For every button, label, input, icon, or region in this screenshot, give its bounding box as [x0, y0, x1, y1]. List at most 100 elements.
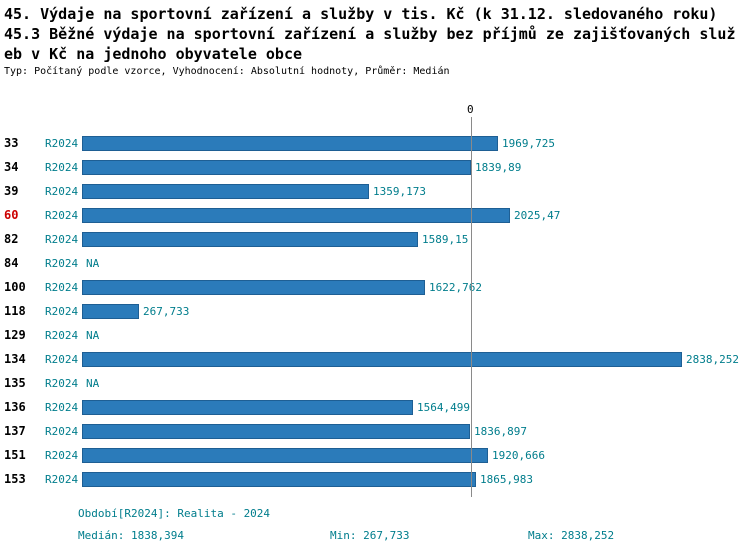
na-label: NA	[86, 256, 100, 270]
row-series-label: R2024	[45, 424, 79, 438]
row-series-label: R2024	[45, 160, 79, 174]
row-category-label: 153	[4, 472, 26, 486]
bar-area: 1969,725	[82, 131, 750, 155]
chart-row: 135 R2024 NA	[0, 371, 750, 395]
na-label: NA	[86, 376, 100, 390]
row-category-label: 135	[4, 376, 26, 390]
row-series-label: R2024	[45, 256, 79, 270]
bar-area: 267,733	[82, 299, 750, 323]
median-reference-line	[471, 117, 472, 497]
bar-area: 1920,666	[82, 443, 750, 467]
bar-area: 2025,47	[82, 203, 750, 227]
value-bar	[82, 183, 369, 199]
row-series-label: R2024	[45, 472, 79, 486]
reference-line-label: 0	[467, 103, 474, 116]
chart-row: 82 R2024 1589,15	[0, 227, 750, 251]
value-label: 1589,15	[422, 232, 469, 246]
na-label: NA	[86, 328, 100, 342]
chart-row: 60 R2024 2025,47	[0, 203, 750, 227]
value-label: 1359,173	[373, 184, 426, 198]
bar-area: 1589,15	[82, 227, 750, 251]
value-label: 1622,762	[429, 280, 482, 294]
row-category-label: 100	[4, 280, 26, 294]
bar-area: NA	[82, 251, 750, 275]
bar-area: 1622,762	[82, 275, 750, 299]
row-category-label: 33	[4, 136, 19, 150]
bar-area: NA	[82, 323, 750, 347]
value-bar	[82, 231, 418, 247]
chart-meta-line: Typ: Počítaný podle vzorce, Vyhodnocení:…	[4, 66, 450, 77]
value-bar	[82, 351, 682, 367]
row-series-label: R2024	[45, 328, 79, 342]
value-bar	[82, 135, 498, 151]
chart-row: 39 R2024 1359,173	[0, 179, 750, 203]
bar-area: NA	[82, 371, 750, 395]
row-category-label: 34	[4, 160, 19, 174]
chart-row: 137 R2024 1836,897	[0, 419, 750, 443]
value-label: 1564,499	[417, 400, 470, 414]
bar-area: 2838,252	[82, 347, 750, 371]
row-category-label: 137	[4, 424, 26, 438]
value-bar	[82, 447, 488, 463]
row-series-label: R2024	[45, 376, 79, 390]
chart-row: 34 R2024 1839,89	[0, 155, 750, 179]
row-series-label: R2024	[45, 184, 79, 198]
row-category-label: 151	[4, 448, 26, 462]
chart-subtitle: 45.3 Běžné výdaje na sportovní zařízení …	[4, 25, 736, 63]
chart-rows: 33 R2024 1969,725 34 R2024 1839,89 39 R2024 1359…	[0, 103, 750, 491]
row-category-label: 60	[4, 208, 19, 222]
value-bar	[82, 303, 139, 319]
chart-footer: Období[R2024]: Realita - 2024 Medián: 18…	[0, 507, 750, 542]
row-category-label: 134	[4, 352, 26, 366]
value-label: 1839,89	[475, 160, 522, 174]
value-bar	[82, 279, 425, 295]
summary-stats: Medián: 1838,394 Min: 267,733 Max: 2838,…	[78, 529, 750, 542]
bar-area: 1564,499	[82, 395, 750, 419]
row-category-label: 84	[4, 256, 19, 270]
bar-area: 1836,897	[82, 419, 750, 443]
median-stat: Medián: 1838,394	[78, 529, 184, 542]
chart-row: 84 R2024 NA	[0, 251, 750, 275]
row-category-label: 39	[4, 184, 19, 198]
bar-area: 1359,173	[82, 179, 750, 203]
row-category-label: 118	[4, 304, 26, 318]
value-bar	[82, 399, 413, 415]
row-series-label: R2024	[45, 448, 79, 462]
row-category-label: 136	[4, 400, 26, 414]
chart-row: 151 R2024 1920,666	[0, 443, 750, 467]
chart-row: 129 R2024 NA	[0, 323, 750, 347]
period-label: Období[R2024]: Realita - 2024	[78, 507, 271, 520]
row-series-label: R2024	[45, 400, 79, 414]
row-series-label: R2024	[45, 232, 79, 246]
value-label: 2025,47	[514, 208, 561, 222]
value-label: 1865,983	[480, 472, 533, 486]
bar-area: 1839,89	[82, 155, 750, 179]
value-label: 2838,252	[686, 352, 739, 366]
row-category-label: 82	[4, 232, 19, 246]
bar-chart: 0 33 R2024 1969,725 34 R2024 1839,89 39 R2024 13…	[0, 103, 750, 497]
value-label: 1920,666	[492, 448, 545, 462]
value-label: 267,733	[143, 304, 190, 318]
value-bar	[82, 471, 476, 487]
chart-row: 134 R2024 2838,252	[0, 347, 750, 371]
row-series-label: R2024	[45, 208, 79, 222]
row-series-label: R2024	[45, 304, 79, 318]
value-label: 1969,725	[502, 136, 555, 150]
value-bar	[82, 423, 470, 439]
row-series-label: R2024	[45, 136, 79, 150]
max-stat: Max: 2838,252	[528, 529, 615, 542]
value-bar	[82, 207, 510, 223]
chart-header: 45. Výdaje na sportovní zařízení a služb…	[0, 0, 750, 79]
bar-area: 1865,983	[82, 467, 750, 491]
row-category-label: 129	[4, 328, 26, 342]
value-bar	[82, 159, 471, 175]
value-label: 1836,897	[474, 424, 527, 438]
chart-row: 153 R2024 1865,983	[0, 467, 750, 491]
min-stat: Min: 267,733	[330, 529, 410, 542]
chart-row: 118 R2024 267,733	[0, 299, 750, 323]
row-series-label: R2024	[45, 352, 79, 366]
chart-row: 100 R2024 1622,762	[0, 275, 750, 299]
row-series-label: R2024	[45, 280, 79, 294]
chart-row: 33 R2024 1969,725	[0, 131, 750, 155]
chart-row: 136 R2024 1564,499	[0, 395, 750, 419]
